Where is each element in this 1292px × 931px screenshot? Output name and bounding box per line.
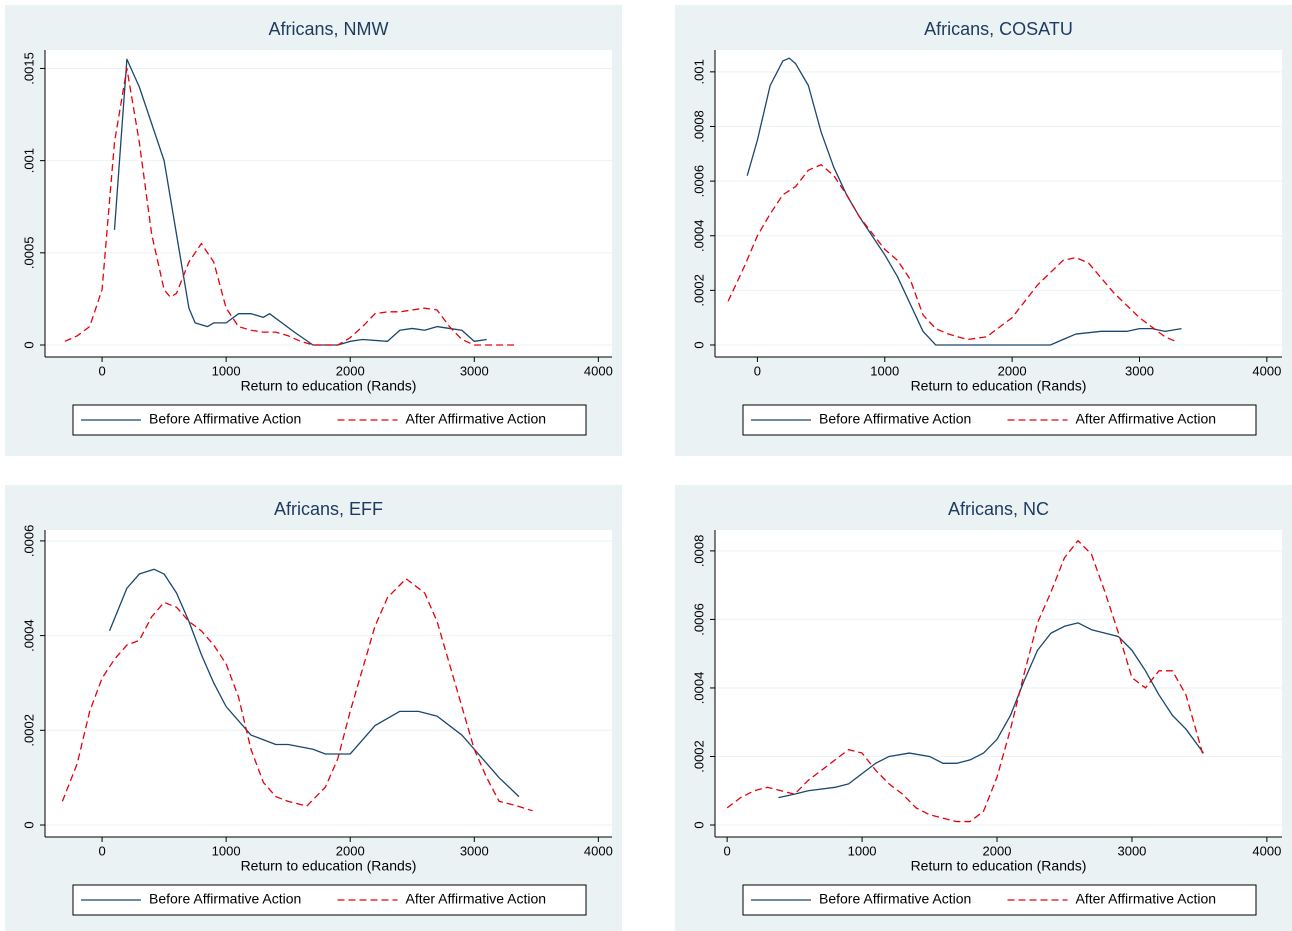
y-tick-label: .0006 — [21, 525, 36, 558]
chart-title: Africans, NMW — [268, 19, 388, 39]
plot-area — [45, 530, 612, 837]
chart-panel: Africans, NC 0 .0002 .0004 .0006 .0008 0 1000 20… — [675, 485, 1292, 931]
y-tick-label: .0006 — [691, 165, 706, 198]
x-tick-label: 0 — [754, 363, 761, 378]
y-tick-label: 0 — [21, 821, 36, 828]
y-tick-label: .001 — [691, 59, 706, 84]
y-tick-label: 0 — [21, 341, 36, 348]
data-line — [64, 67, 518, 346]
x-tick-label: 0 — [98, 843, 105, 858]
chart-title: Africans, COSATU — [924, 19, 1073, 39]
legend-label: After Affirmative Action — [1076, 891, 1217, 907]
y-tick-label: .001 — [21, 148, 36, 173]
legend-label: Before Affirmative Action — [819, 891, 971, 907]
plot-area — [715, 50, 1282, 357]
x-tick-label: 2000 — [336, 363, 365, 378]
chart-panel: Africans, NMW 0 .0005 .001 .0015 0 1000 2000 300… — [5, 5, 622, 456]
data-line — [726, 539, 1205, 823]
x-tick-label: 4000 — [584, 843, 613, 858]
chart-panel: Africans, EFF 0 .0002 .0004 .0006 0 1000 2000 30… — [5, 485, 622, 931]
y-tick-label: .0002 — [691, 740, 706, 773]
x-tick-label: 3000 — [460, 843, 489, 858]
legend-label: Before Affirmative Action — [819, 411, 971, 427]
x-axis-label: Return to education (Rands) — [241, 378, 417, 394]
x-tick-label: 2000 — [983, 843, 1012, 858]
x-axis-label: Return to education (Rands) — [241, 858, 417, 874]
legend-label: After Affirmative Action — [406, 891, 547, 907]
plot-area — [45, 50, 612, 357]
x-tick-label: 0 — [98, 363, 105, 378]
y-tick-label: .0004 — [21, 619, 36, 652]
x-tick-label: 3000 — [1125, 363, 1154, 378]
x-tick-label: 0 — [724, 843, 731, 858]
data-line — [727, 164, 1178, 343]
x-tick-label: 4000 — [1252, 843, 1281, 858]
legend-box — [72, 884, 587, 916]
x-tick-label: 2000 — [998, 363, 1027, 378]
y-tick-label: .0005 — [21, 237, 36, 270]
x-axis-label: Return to education (Rands) — [911, 378, 1087, 394]
chart-title: Africans, EFF — [274, 499, 383, 519]
x-tick-label: 3000 — [460, 363, 489, 378]
legend-box — [72, 404, 587, 436]
data-line — [108, 568, 520, 798]
data-line — [113, 58, 487, 346]
chart-title: Africans, NC — [948, 499, 1049, 519]
y-tick-label: 0 — [691, 341, 706, 348]
x-tick-label: 1000 — [870, 363, 899, 378]
y-tick-label: .0002 — [691, 274, 706, 307]
y-tick-label: .0015 — [21, 52, 36, 85]
legend-label: Before Affirmative Action — [149, 411, 301, 427]
legend-label: After Affirmative Action — [1076, 411, 1217, 427]
y-tick-label: .0004 — [691, 219, 706, 252]
x-tick-label: 3000 — [1117, 843, 1146, 858]
y-tick-label: 0 — [691, 821, 706, 828]
x-tick-label: 1000 — [212, 363, 241, 378]
y-tick-label: .0008 — [691, 535, 706, 568]
legend-box — [742, 884, 1257, 916]
legend-label: After Affirmative Action — [406, 411, 547, 427]
data-line — [746, 57, 1182, 346]
y-tick-label: .0008 — [691, 110, 706, 143]
y-tick-label: .0006 — [691, 603, 706, 636]
chart-panel: Africans, COSATU 0 .0002 .0004 .0006 .0008 .00… — [675, 5, 1292, 456]
legend-box — [742, 404, 1257, 436]
plot-area — [715, 530, 1282, 837]
x-axis-label: Return to education (Rands) — [911, 858, 1087, 874]
x-tick-label: 4000 — [1252, 363, 1281, 378]
y-tick-label: .0004 — [691, 672, 706, 705]
x-tick-label: 2000 — [336, 843, 365, 858]
x-tick-label: 1000 — [212, 843, 241, 858]
data-line — [61, 578, 533, 812]
x-tick-label: 4000 — [584, 363, 613, 378]
y-tick-label: .0002 — [21, 714, 36, 747]
data-line — [778, 622, 1204, 799]
legend-label: Before Affirmative Action — [149, 891, 301, 907]
x-tick-label: 1000 — [848, 843, 877, 858]
